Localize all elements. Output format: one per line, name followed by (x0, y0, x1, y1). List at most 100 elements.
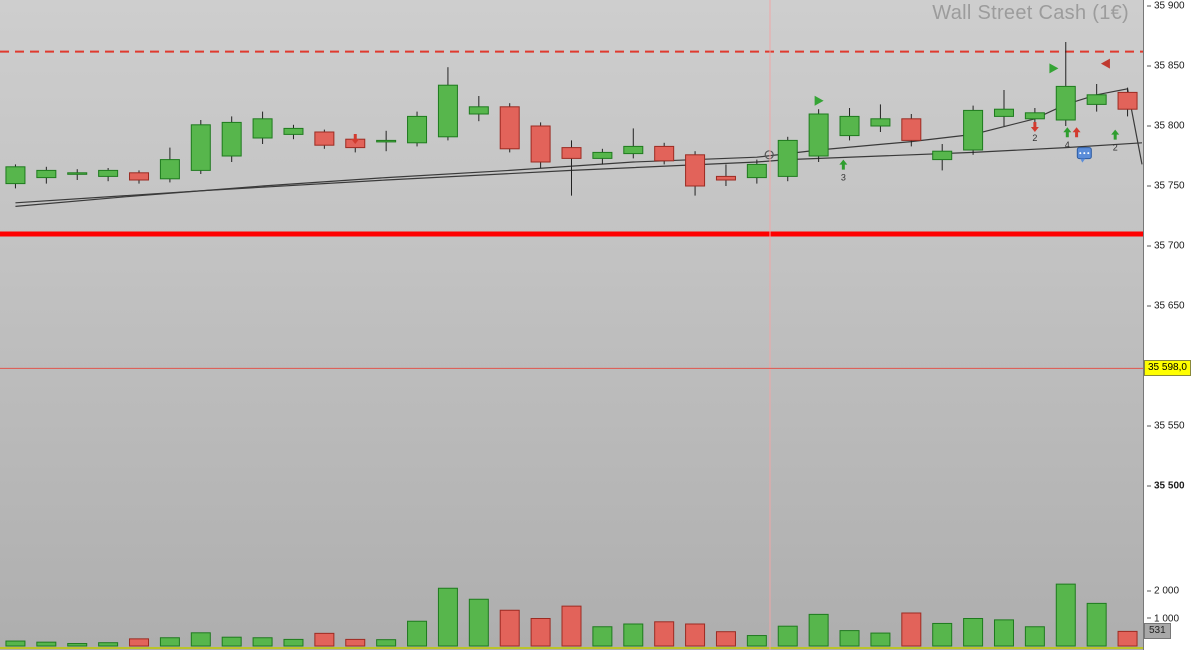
candle-body (839, 115, 860, 137)
candle-body (1024, 112, 1045, 120)
volume-bar (314, 632, 335, 647)
candle-body (36, 169, 57, 179)
volume-bar (376, 639, 397, 647)
session-bottom-line (0, 647, 1143, 649)
price-tick-label: 35 750 (1147, 181, 1185, 192)
current-price-tag: 35 598,0 (1144, 360, 1191, 377)
candle-body (1055, 85, 1076, 121)
buy-arrow-up-icon (839, 159, 848, 170)
volume-bar (932, 622, 953, 647)
candle-body (746, 163, 767, 179)
marker-count-label: 2 (1032, 133, 1037, 143)
candle-body (1117, 91, 1138, 110)
candle-body (870, 118, 891, 127)
candle-body (407, 115, 428, 144)
volume-bar (777, 625, 798, 647)
signal-triangle-right-icon (814, 95, 824, 106)
signal-triangle-right-icon (1049, 63, 1059, 74)
chat-tail (1080, 158, 1086, 163)
price-axis[interactable]: 35 900 35 850 35 800 35 750 35 700 35 650 35 5… (1143, 0, 1194, 650)
volume-bar (252, 637, 273, 647)
candle-body (1086, 94, 1107, 105)
candle-body (437, 84, 458, 138)
candle-body (685, 154, 706, 187)
candle-body (252, 118, 273, 139)
price-tick-label: 35 550 (1147, 421, 1185, 432)
volume-tick-label: 2 000 (1147, 586, 1179, 597)
volume-bar (499, 609, 520, 647)
buy-arrow-up-icon (1063, 127, 1072, 138)
candle-body (592, 151, 613, 159)
candle-body (993, 108, 1014, 117)
candle-body (530, 125, 551, 163)
candle-body (777, 139, 798, 177)
crosshair-point-circle (764, 150, 774, 160)
volume-bar (901, 612, 922, 647)
candle-body (314, 131, 335, 146)
volume-bar (1055, 583, 1076, 647)
volume-bar (746, 635, 767, 647)
volume-bar (159, 637, 180, 647)
candle-body (808, 113, 829, 157)
last-volume-tag: 531 (1144, 623, 1171, 640)
volume-bar (654, 621, 675, 647)
volume-bar (963, 618, 984, 647)
candle-body (468, 106, 489, 115)
marker-count-label: 4 (1065, 140, 1070, 150)
candle-body (499, 106, 520, 150)
volume-bar (67, 643, 88, 647)
volume-bar (221, 636, 242, 647)
volume-bar (1024, 626, 1045, 647)
buy-arrow-up-icon (1111, 129, 1120, 140)
volume-bar (1086, 602, 1107, 647)
volume-bar (36, 641, 57, 647)
candle-body (932, 150, 953, 161)
volume-bar (5, 640, 26, 647)
volume-bar (839, 630, 860, 647)
volume-bar (993, 619, 1014, 647)
candle-body (67, 172, 88, 175)
candle-body (190, 124, 211, 171)
volume-bar (561, 605, 582, 647)
volume-bar (129, 638, 150, 647)
candle-body (5, 166, 26, 185)
volume-bar (685, 623, 706, 647)
candle-body (901, 118, 922, 141)
volume-bar (592, 626, 613, 647)
chart-title: Wall Street Cash (1€) (932, 2, 1129, 24)
candle-body (283, 127, 304, 135)
chat-dot (1087, 152, 1090, 155)
ma-slow-line (15, 142, 1143, 204)
volume-tick-label: 1 000 (1147, 613, 1179, 624)
volume-bar (623, 623, 644, 647)
price-tick-label: 35 850 (1147, 61, 1185, 72)
candle-body (715, 175, 736, 181)
volume-bar (808, 613, 829, 647)
volume-bar (870, 632, 891, 647)
chat-dot (1083, 152, 1086, 155)
volume-bar (345, 638, 366, 647)
volume-bar (437, 587, 458, 647)
candle-body (963, 109, 984, 151)
price-tick-label: 35 900 (1147, 1, 1185, 12)
chart-canvas[interactable]: 3 2 4 2 (0, 0, 1143, 650)
buy-arrow-up-icon (1072, 127, 1081, 138)
candle-body (98, 169, 119, 177)
volume-bar (715, 631, 736, 647)
candle-body (654, 145, 675, 162)
price-tick-label: 35 500 (1147, 481, 1185, 492)
marker-count-label: 3 (841, 173, 846, 183)
volume-bar (407, 620, 428, 647)
sell-arrow-down-icon (1030, 122, 1039, 132)
price-tick-label: 35 800 (1147, 121, 1185, 132)
volume-bar (283, 638, 304, 647)
volume-bar (468, 598, 489, 647)
candle-body (129, 172, 150, 181)
volume-bar (98, 642, 119, 647)
candle-body (376, 139, 397, 143)
volume-bar (1117, 630, 1138, 647)
price-tick-label: 35 650 (1147, 301, 1185, 312)
candle-body (561, 147, 582, 159)
chart-plot-area[interactable]: 3 2 4 2 Wall Street Cash (1€) (0, 0, 1143, 650)
